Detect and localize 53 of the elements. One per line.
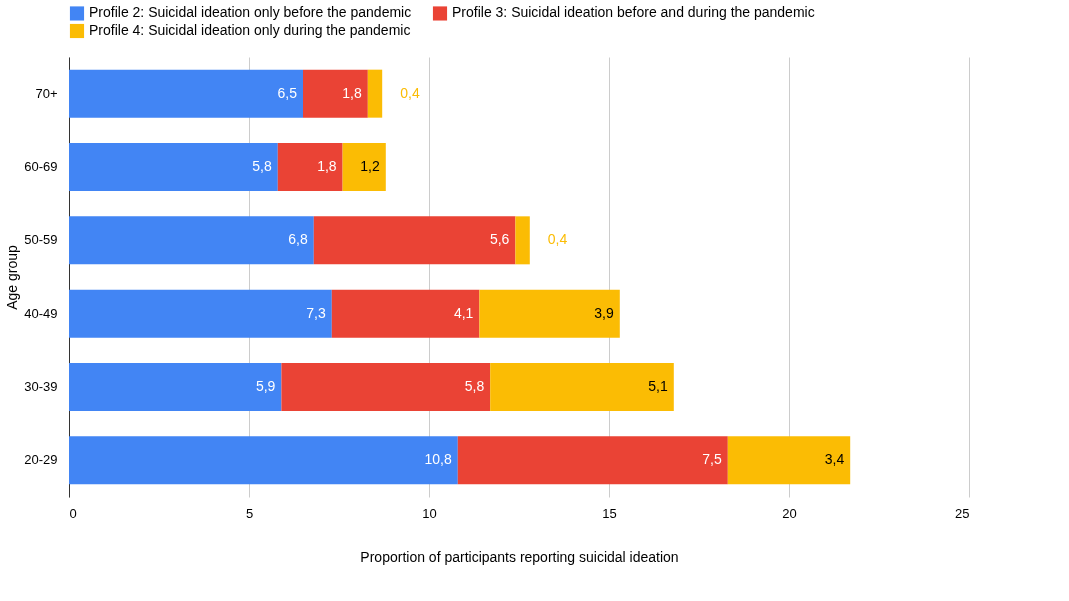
- y-axis-title: Age group: [4, 244, 21, 310]
- y-tick-label: 30-39: [24, 379, 58, 394]
- bar: [331, 289, 480, 338]
- legend-label: Profile 2: Suicidal ideation only before the pandemic: [89, 4, 412, 21]
- bar: [367, 69, 383, 118]
- bar: [69, 143, 278, 191]
- data-label: 0,4: [400, 84, 420, 101]
- y-tick-label: 60-69: [24, 159, 58, 174]
- data-label: 7,5: [702, 451, 723, 468]
- data-label: 5,6: [489, 231, 510, 248]
- x-tick-label: 5: [245, 505, 254, 521]
- y-tick-label: 50-59: [24, 232, 58, 248]
- bar: [69, 69, 303, 118]
- y-tick-label: 70+: [35, 85, 58, 101]
- legend-label: Profile 4: Suicidal ideation only during the pandemic: [89, 22, 411, 38]
- data-label: 1,2: [360, 158, 381, 174]
- bar: [313, 216, 516, 265]
- bar: [69, 436, 458, 485]
- bar: [277, 143, 343, 191]
- bar: [281, 363, 491, 411]
- data-label: 3,4: [824, 451, 845, 468]
- data-label: 1,8: [317, 158, 337, 174]
- y-tick-label: 20-29: [24, 452, 58, 468]
- x-tick-label: 25: [955, 505, 970, 521]
- x-tick-label: 10: [422, 505, 437, 521]
- bar: [457, 436, 728, 485]
- data-label: 5,9: [255, 378, 276, 394]
- bar: [515, 216, 530, 265]
- bar: [69, 363, 282, 411]
- data-label: 6,5: [277, 84, 298, 101]
- data-label: 10,8: [424, 451, 453, 468]
- bar: [727, 436, 851, 485]
- x-tick-label: 15: [602, 505, 617, 521]
- bar: [303, 69, 368, 118]
- bar: [479, 289, 620, 338]
- bar: [342, 143, 386, 191]
- data-label: 5,8: [464, 378, 485, 394]
- y-tick-label: 40-49: [24, 305, 58, 321]
- data-label: 1,8: [342, 84, 363, 101]
- bar: [69, 289, 332, 338]
- data-label: 4,1: [453, 304, 474, 321]
- data-label: 5,1: [648, 378, 669, 394]
- data-label: 7,3: [306, 304, 327, 321]
- bar: [69, 216, 314, 265]
- x-tick-label: 20: [782, 505, 797, 521]
- x-axis-title: Proportion of participants reporting suicidal ideation: [360, 548, 679, 565]
- data-label: 0,4: [547, 231, 568, 248]
- x-tick-label: 0: [69, 505, 77, 521]
- data-label: 3,9: [594, 304, 615, 321]
- data-label: 6,8: [288, 231, 309, 248]
- bar: [490, 363, 674, 411]
- legend-label: Profile 3: Suicidal ideation before and during the pandemic: [452, 4, 815, 21]
- data-label: 5,8: [252, 158, 273, 174]
